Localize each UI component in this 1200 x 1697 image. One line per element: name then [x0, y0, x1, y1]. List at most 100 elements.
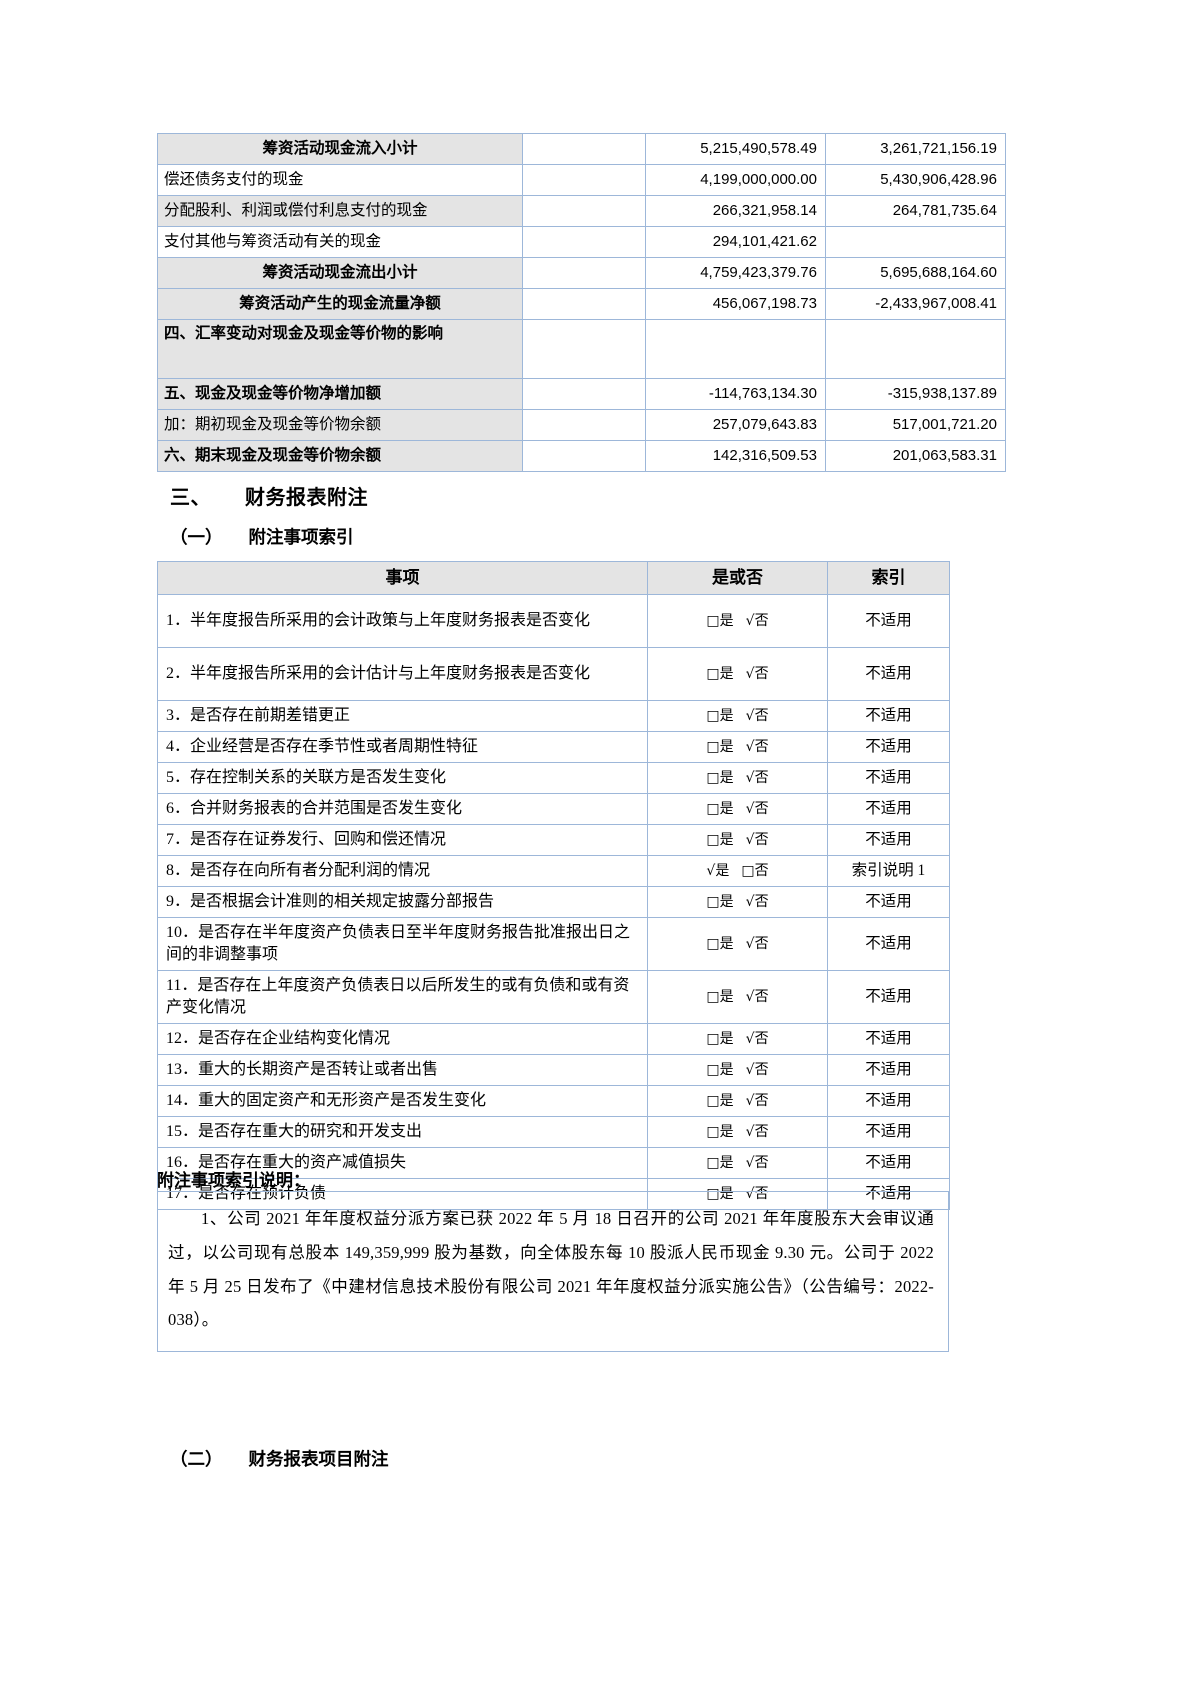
note-index-reference: 不适用 — [827, 1085, 950, 1117]
unchecked-yes-icon[interactable]: □是 — [706, 1031, 734, 1048]
table-row: 11．是否存在上年度资产负债表日以后所发生的或有负债和或有资产变化情况 □是 √否 不… — [157, 970, 950, 1024]
unchecked-yes-icon[interactable]: □是 — [706, 1186, 734, 1203]
note-index-yes-no-cell[interactable]: □是 √否 — [647, 594, 828, 648]
checked-no-icon[interactable]: √否 — [745, 894, 769, 911]
note-index-yes-no-cell[interactable]: □是 √否 — [647, 1085, 828, 1117]
unchecked-no-icon[interactable]: □否 — [741, 863, 769, 880]
section-heading-financial-notes: 三、 财务报表附注 — [170, 481, 368, 510]
note-index-yes-no-cell[interactable]: □是 √否 — [647, 1054, 828, 1086]
table-row: 筹资活动产生的现金流量净额 456,067,198.73 -2,433,967,00… — [157, 288, 1006, 320]
table-row: 六、期末现金及现金等价物余额 142,316,509.53 201,063,583.… — [157, 440, 1006, 472]
cash-flow-row-label: 五、现金及现金等价物净增加额 — [157, 378, 523, 410]
note-index-reference: 不适用 — [827, 647, 950, 701]
note-index-reference: 不适用 — [827, 1116, 950, 1148]
unchecked-yes-icon[interactable]: □是 — [706, 708, 734, 725]
checked-no-icon[interactable]: √否 — [745, 739, 769, 756]
note-index-item-text: 1．半年度报告所采用的会计政策与上年度财务报表是否变化 — [157, 594, 648, 648]
cash-flow-row-prior-period: -315,938,137.89 — [825, 378, 1006, 410]
checked-no-icon[interactable]: √否 — [745, 936, 769, 953]
unchecked-yes-icon[interactable]: □是 — [706, 989, 734, 1006]
unchecked-yes-icon[interactable]: □是 — [706, 801, 734, 818]
note-index-yes-no-cell[interactable]: □是 √否 — [647, 824, 828, 856]
note-index-yes-no-cell[interactable]: □是 √否 — [647, 1116, 828, 1148]
unchecked-yes-icon[interactable]: □是 — [706, 1062, 734, 1079]
cash-flow-row-current-period: 456,067,198.73 — [645, 288, 826, 320]
unchecked-yes-icon[interactable]: □是 — [706, 613, 734, 630]
checked-no-icon[interactable]: √否 — [745, 1155, 769, 1172]
cash-flow-row-label: 支付其他与筹资活动有关的现金 — [157, 226, 523, 258]
checked-no-icon[interactable]: √否 — [745, 801, 769, 818]
checked-no-icon[interactable]: √否 — [745, 708, 769, 725]
checked-no-icon[interactable]: √否 — [745, 770, 769, 787]
cash-flow-row-current-period: 257,079,643.83 — [645, 409, 826, 441]
checked-no-icon[interactable]: √否 — [745, 832, 769, 849]
cash-flow-row-prior-period: 201,063,583.31 — [825, 440, 1006, 472]
cash-flow-row-prior-period: 5,430,906,428.96 — [825, 164, 1006, 196]
checked-no-icon[interactable]: √否 — [745, 1186, 769, 1203]
table-row: 16．是否存在重大的资产减值损失 □是 √否 不适用 — [157, 1147, 950, 1179]
note-index-yes-no-cell[interactable]: √是 □否 — [647, 855, 828, 887]
note-index-item-text: 15．是否存在重大的研究和开发支出 — [157, 1116, 648, 1148]
unchecked-yes-icon[interactable]: □是 — [706, 832, 734, 849]
cash-flow-row-note-cell — [522, 133, 646, 165]
note-index-item-text: 2．半年度报告所采用的会计估计与上年度财务报表是否变化 — [157, 647, 648, 701]
note-index-table-head: 事项 是或否 索引 — [157, 561, 950, 595]
unchecked-yes-icon[interactable]: □是 — [706, 1155, 734, 1172]
note-index-yes-no-cell[interactable]: □是 √否 — [647, 917, 828, 971]
note-index-item-text: 16．是否存在重大的资产减值损失 — [157, 1147, 648, 1179]
note-index-item-text: 6．合并财务报表的合并范围是否发生变化 — [157, 793, 648, 825]
subsection-two-number: （二） — [170, 1449, 223, 1469]
table-row: 筹资活动现金流入小计 5,215,490,578.49 3,261,721,156.… — [157, 133, 1006, 165]
note-index-yes-no-cell[interactable]: □是 √否 — [647, 700, 828, 732]
unchecked-yes-icon[interactable]: □是 — [706, 739, 734, 756]
checked-yes-icon[interactable]: √是 — [706, 863, 730, 880]
note-index-reference: 不适用 — [827, 762, 950, 794]
note-index-item-text: 5．存在控制关系的关联方是否发生变化 — [157, 762, 648, 794]
cash-flow-row-current-period: 4,759,423,379.76 — [645, 257, 826, 289]
checked-no-icon[interactable]: √否 — [745, 613, 769, 630]
note-index-yes-no-cell[interactable]: □是 √否 — [647, 1178, 828, 1210]
note-index-reference: 不适用 — [827, 917, 950, 971]
unchecked-yes-icon[interactable]: □是 — [706, 666, 734, 683]
table-row: 3．是否存在前期差错更正 □是 √否 不适用 — [157, 700, 950, 732]
subsection-two-text: 财务报表项目附注 — [248, 1449, 389, 1469]
note-index-reference: 不适用 — [827, 970, 950, 1024]
checked-no-icon[interactable]: √否 — [745, 666, 769, 683]
cash-flow-row-prior-period — [825, 319, 1006, 379]
notes-explanation-box: 1、公司 2021 年年度权益分派方案已获 2022 年 5 月 18 日召开的… — [157, 1191, 949, 1353]
checked-no-icon[interactable]: √否 — [745, 1124, 769, 1141]
unchecked-yes-icon[interactable]: □是 — [706, 1093, 734, 1110]
note-index-yes-no-cell[interactable]: □是 √否 — [647, 762, 828, 794]
note-index-yes-no-cell[interactable]: □是 √否 — [647, 970, 828, 1024]
table-row: 2．半年度报告所采用的会计估计与上年度财务报表是否变化 □是 √否 不适用 — [157, 647, 950, 701]
table-row: 五、现金及现金等价物净增加额 -114,763,134.30 -315,938,13… — [157, 378, 1006, 410]
column-header-item: 事项 — [157, 561, 648, 595]
checked-no-icon[interactable]: √否 — [745, 1031, 769, 1048]
unchecked-yes-icon[interactable]: □是 — [706, 894, 734, 911]
table-row: 加：期初现金及现金等价物余额 257,079,643.83 517,001,721.… — [157, 409, 1006, 441]
checked-no-icon[interactable]: √否 — [745, 989, 769, 1006]
note-index-yes-no-cell[interactable]: □是 √否 — [647, 1023, 828, 1055]
note-index-yes-no-cell[interactable]: □是 √否 — [647, 886, 828, 918]
checked-no-icon[interactable]: √否 — [745, 1062, 769, 1079]
table-row: 支付其他与筹资活动有关的现金 294,101,421.62 — [157, 226, 1006, 258]
checked-no-icon[interactable]: √否 — [745, 1093, 769, 1110]
column-header-yes-no: 是或否 — [647, 561, 828, 595]
cash-flow-row-prior-period — [825, 226, 1006, 258]
cash-flow-row-current-period: 5,215,490,578.49 — [645, 133, 826, 165]
note-index-yes-no-cell[interactable]: □是 √否 — [647, 793, 828, 825]
note-index-reference: 不适用 — [827, 700, 950, 732]
table-row: 1．半年度报告所采用的会计政策与上年度财务报表是否变化 □是 √否 不适用 — [157, 594, 950, 648]
unchecked-yes-icon[interactable]: □是 — [706, 770, 734, 787]
table-row: 分配股利、利润或偿付利息支付的现金 266,321,958.14 264,781,7… — [157, 195, 1006, 227]
note-index-reference: 索引说明 1 — [827, 855, 950, 887]
unchecked-yes-icon[interactable]: □是 — [706, 936, 734, 953]
cash-flow-row-current-period: 266,321,958.14 — [645, 195, 826, 227]
note-index-yes-no-cell[interactable]: □是 √否 — [647, 1147, 828, 1179]
note-index-yes-no-cell[interactable]: □是 √否 — [647, 647, 828, 701]
cash-flow-table-body: 筹资活动现金流入小计 5,215,490,578.49 3,261,721,156.… — [157, 133, 1006, 472]
table-row: 12．是否存在企业结构变化情况 □是 √否 不适用 — [157, 1023, 950, 1055]
cash-flow-row-note-cell — [522, 195, 646, 227]
note-index-yes-no-cell[interactable]: □是 √否 — [647, 731, 828, 763]
unchecked-yes-icon[interactable]: □是 — [706, 1124, 734, 1141]
